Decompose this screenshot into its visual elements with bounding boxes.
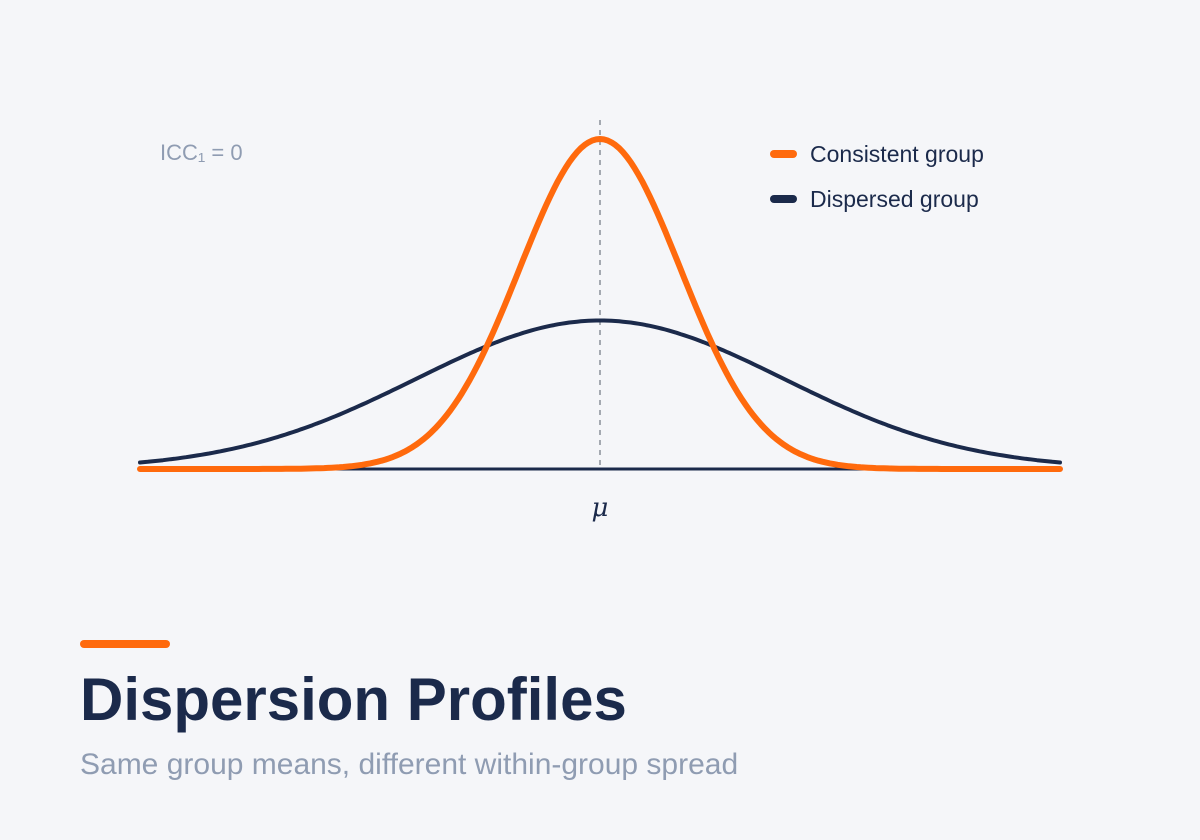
icc-annotation: ICC₁ = 0 [160, 140, 243, 165]
page-title: Dispersion Profiles [80, 666, 627, 733]
legend: Consistent group Dispersed group [770, 141, 984, 212]
distribution-chart: ICC₁ = 0 μ Consistent group Dispersed gr… [137, 120, 1063, 523]
legend-label-consistent-group: Consistent group [810, 141, 984, 167]
title-accent-bar [80, 640, 170, 648]
series-curve-consistent-group [137, 136, 1063, 472]
legend-label-dispersed-group: Dispersed group [810, 186, 979, 212]
series-curve-dispersed-group [138, 318, 1062, 465]
page-subtitle: Same group means, different within-group… [80, 748, 739, 781]
mean-label: μ [592, 493, 609, 523]
